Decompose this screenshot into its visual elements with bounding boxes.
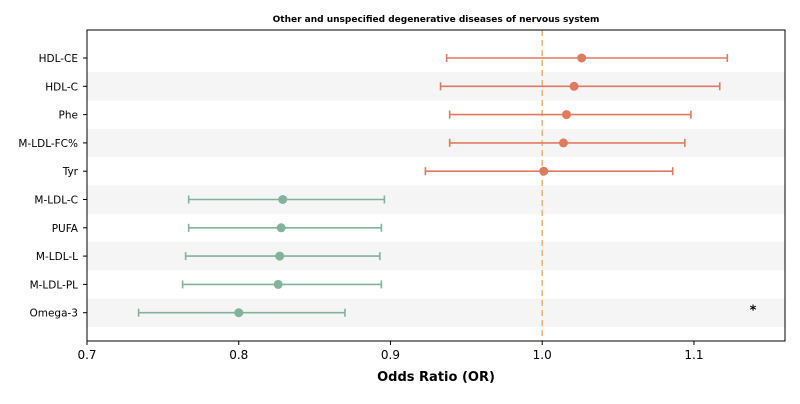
y-tick-label: Tyr: [62, 166, 79, 178]
forest-row: [445, 53, 729, 63]
forest-row: [439, 81, 721, 91]
or-point: [577, 53, 587, 63]
forest-row: [448, 110, 692, 120]
y-tick-label: HDL-C: [45, 81, 78, 93]
x-axis-label: Odds Ratio (OR): [377, 370, 495, 385]
forest-row: [184, 251, 381, 261]
or-point: [276, 223, 286, 233]
or-point: [278, 195, 288, 204]
x-tick-label: 0.9: [381, 348, 400, 362]
forest-row: [187, 223, 383, 233]
forest-row: [424, 166, 674, 176]
y-tick-label: M-LDL-L: [36, 251, 78, 263]
forest-row: [137, 308, 346, 318]
or-point: [234, 308, 244, 318]
forest-row: [448, 138, 686, 148]
x-tick-label: 0.7: [77, 348, 96, 362]
data-marks: *: [137, 53, 757, 319]
y-tick-label: Omega-3: [29, 308, 78, 320]
y-tick-label: PUFA: [52, 223, 79, 235]
y-tick-label: HDL-CE: [39, 53, 78, 65]
x-tick-label: 1.0: [533, 348, 552, 362]
or-point: [561, 110, 571, 120]
axes: HDL-CE HDL-C Phe M-LDL-FC% Tyr M-LDL-C PUFA M-L…: [18, 29, 786, 362]
or-point: [275, 251, 285, 261]
or-point: [558, 138, 568, 148]
forest-row: [187, 195, 386, 204]
chart-title: Other and unspecified degenerative disea…: [273, 15, 600, 25]
forest-row: [181, 279, 383, 289]
y-tick-label: Phe: [59, 110, 78, 122]
plot-frame: [86, 29, 786, 342]
y-tick-label: M-LDL-PL: [30, 279, 79, 291]
or-point: [273, 279, 283, 289]
y-tick-label: M-LDL-C: [34, 195, 78, 207]
or-point: [539, 166, 549, 176]
x-tick-label: 1.1: [684, 348, 703, 362]
x-tick-label: 0.8: [229, 348, 248, 362]
or-point: [569, 81, 579, 91]
significance-marker: *: [750, 304, 757, 319]
y-tick-label: M-LDL-FC%: [18, 138, 78, 150]
